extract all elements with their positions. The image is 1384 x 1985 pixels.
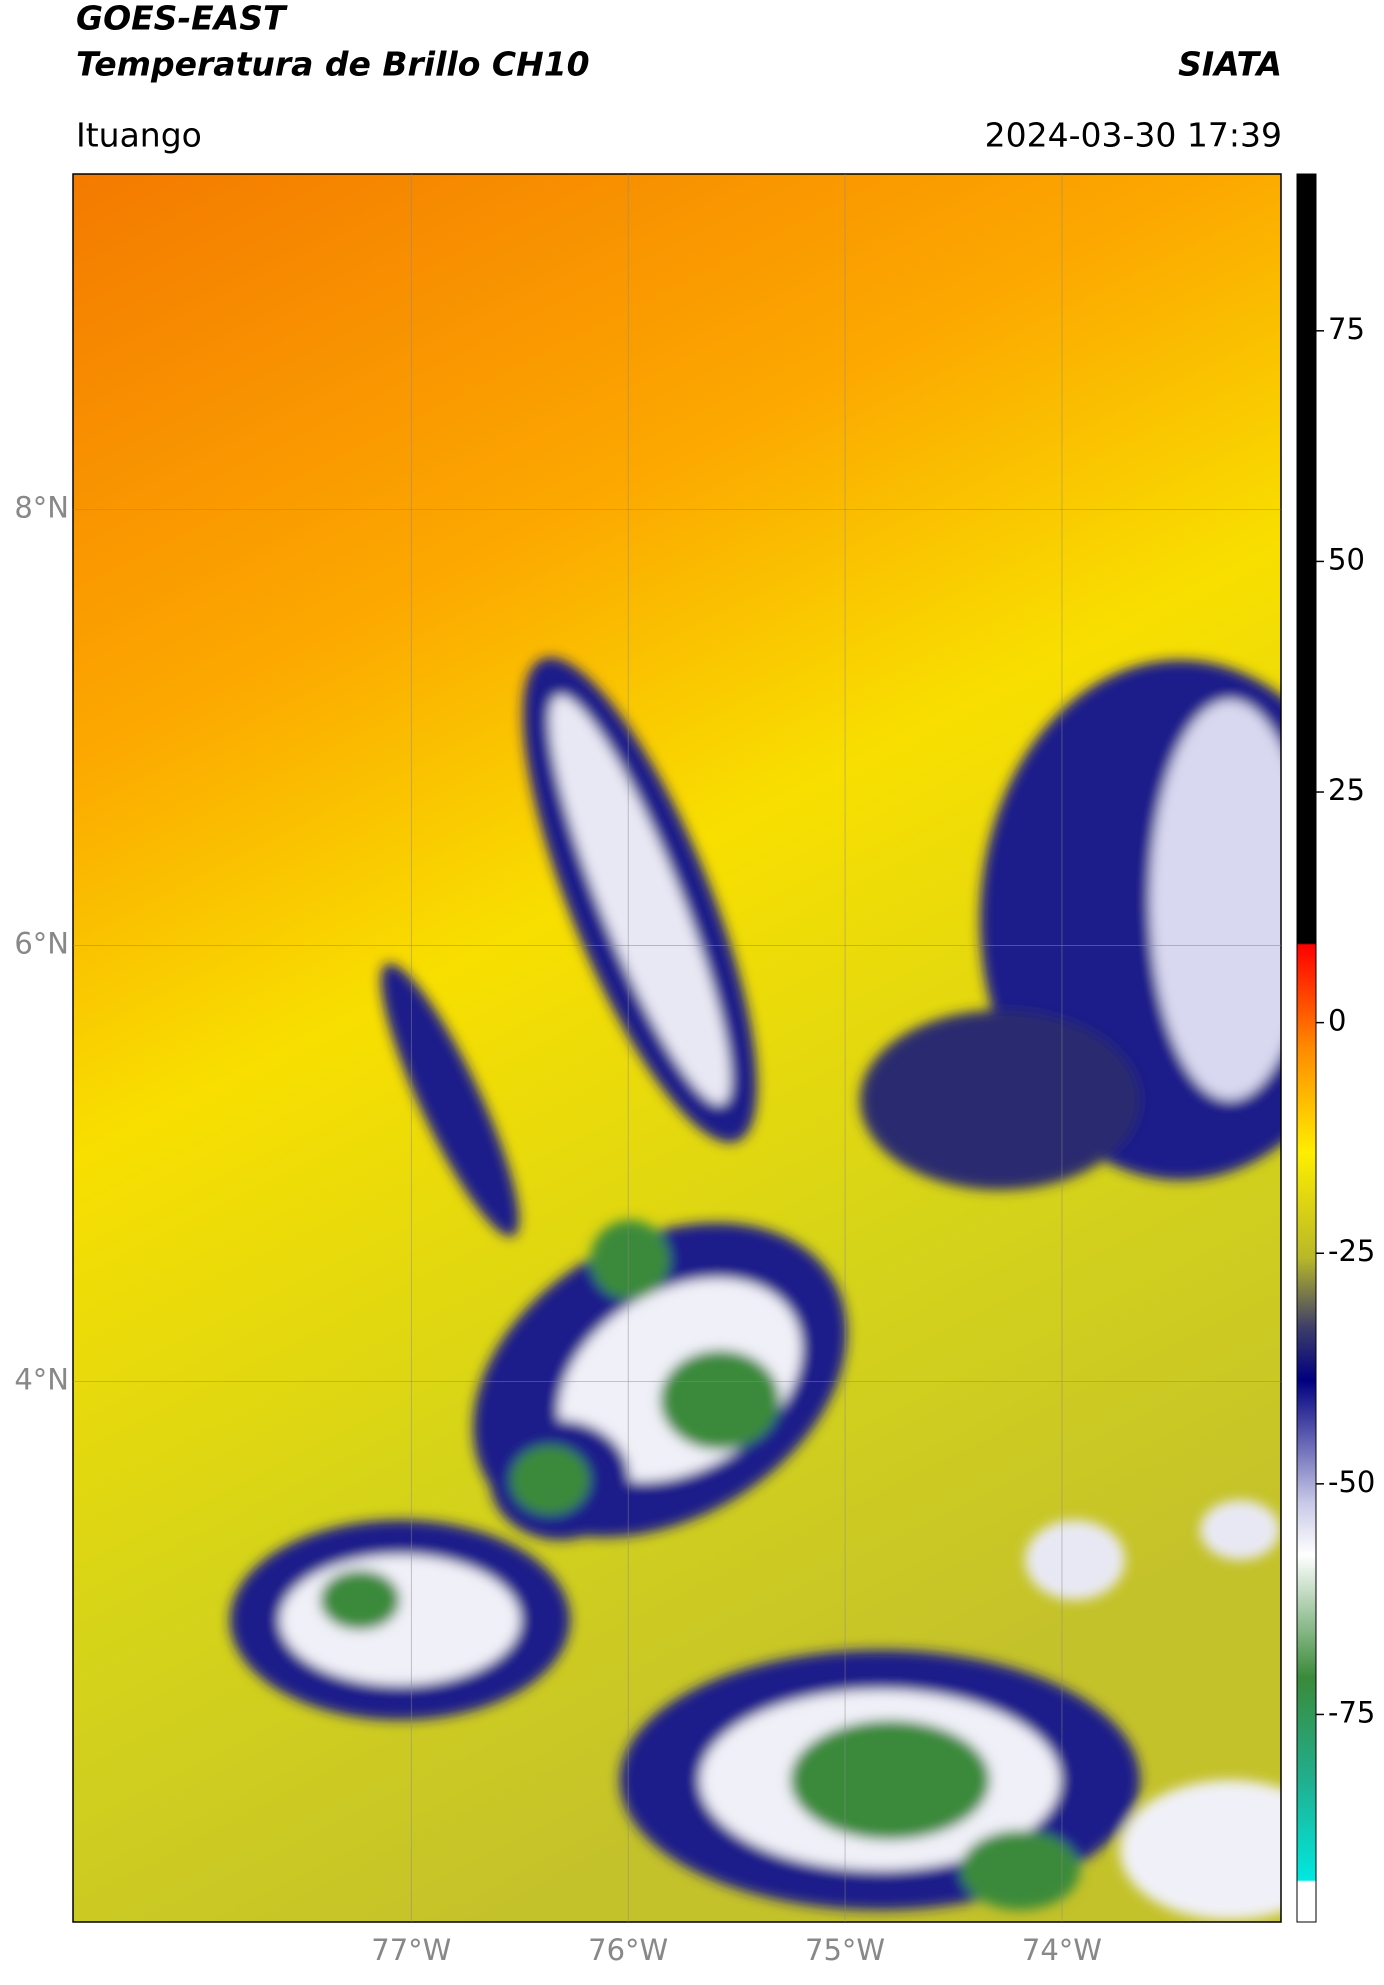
map-frame [72,173,1282,1923]
x-tick-label: 75°W [805,1933,885,1967]
y-tick-label: 8°N [14,491,69,525]
x-tick-label: 74°W [1022,1933,1102,1967]
colorbar-tick-label: -25 [1328,1234,1375,1268]
y-tick-label: 4°N [14,1362,69,1396]
colorbar-tick-label: -75 [1328,1695,1375,1729]
datetime: 2024-03-30 17:39 [985,116,1282,155]
source: SIATA [1178,45,1282,84]
subtitle: Temperatura de Brillo CH10 [76,45,590,84]
colorbar-tick-label: 0 [1328,1004,1346,1038]
map [73,174,1281,1922]
place: Ituango [76,116,202,155]
colorbar-tick-label: 75 [1328,312,1365,346]
colorbar-tick-label: -50 [1328,1465,1375,1499]
x-tick-label: 76°W [588,1933,668,1967]
colorbar [1296,173,1317,1923]
x-tick-label: 77°W [371,1933,451,1967]
y-tick-label: 6°N [14,927,69,961]
title: GOES-EAST [76,0,288,38]
colorbar-tick-label: 25 [1328,773,1365,807]
clouds [230,657,1281,1920]
colorbar-tick-label: 50 [1328,542,1365,576]
